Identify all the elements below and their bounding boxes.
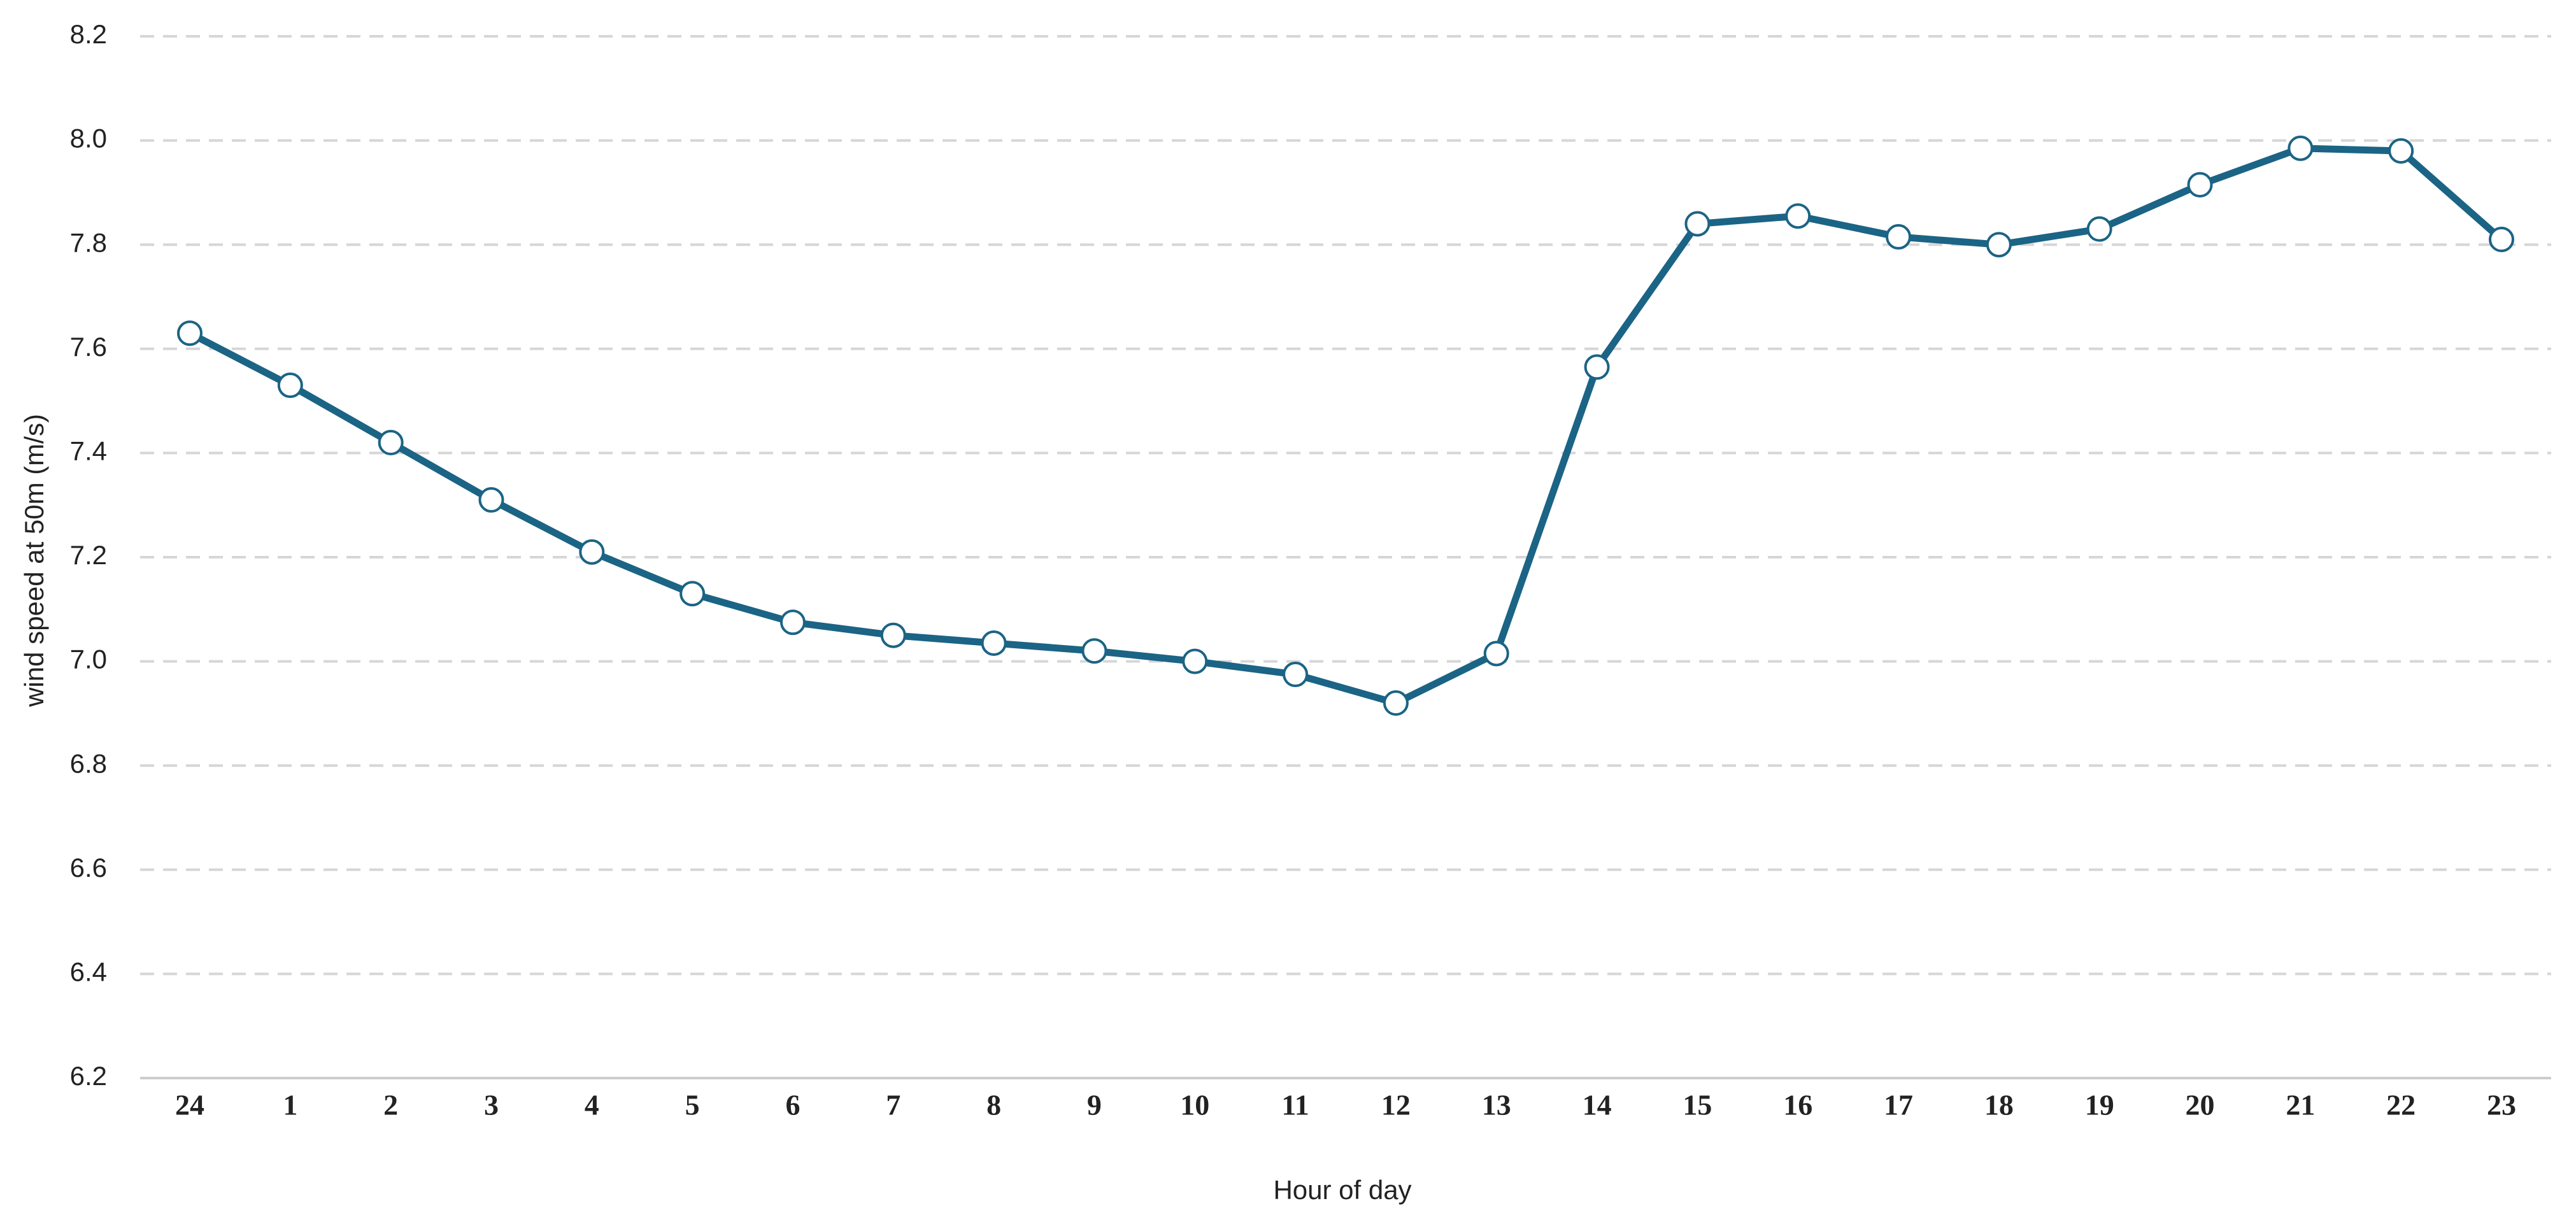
marker [2187, 172, 2213, 198]
y-tick-label: 6.6 [70, 853, 107, 883]
marker [680, 581, 706, 607]
marker [1081, 638, 1107, 664]
y-tick-label: 7.2 [70, 540, 107, 570]
marker [2288, 135, 2314, 161]
x-tick-label: 3 [484, 1089, 499, 1121]
marker [579, 539, 605, 565]
marker [1785, 203, 1811, 229]
x-tick-label: 13 [1482, 1089, 1511, 1121]
x-tick-label: 18 [1984, 1089, 2014, 1121]
marker [981, 630, 1007, 656]
x-tick-label: 16 [1783, 1089, 1812, 1121]
marker [779, 609, 806, 636]
x-tick-label: 17 [1884, 1089, 1913, 1121]
marker [177, 320, 203, 346]
x-tick-label: 10 [1180, 1089, 1209, 1121]
marker [1182, 648, 1208, 674]
x-tick-label: 14 [1583, 1089, 1612, 1121]
x-tick-label: 19 [2085, 1089, 2114, 1121]
marker [1886, 224, 1912, 250]
x-tick-label: 12 [1381, 1089, 1411, 1121]
marker [2086, 216, 2112, 242]
y-tick-label: 8.2 [70, 19, 107, 49]
marker [378, 430, 404, 456]
x-axis-label: Hour of day [1273, 1175, 1411, 1205]
marker [277, 373, 303, 399]
marker [880, 622, 906, 648]
y-tick-label: 7.4 [70, 436, 107, 465]
y-tick-label: 6.8 [70, 748, 107, 778]
y-tick-label: 6.2 [70, 1061, 107, 1091]
y-tick-label: 7.8 [70, 227, 107, 257]
y-tick-label: 7.6 [70, 332, 107, 362]
y-axis-label: wind speed at 50m (m/s) [19, 414, 49, 707]
x-tick-label: 6 [785, 1089, 800, 1121]
marker [1283, 662, 1309, 688]
x-tick-label: 2 [383, 1089, 398, 1121]
x-tick-label: 21 [2286, 1089, 2315, 1121]
x-tick-label: 8 [986, 1089, 1001, 1121]
x-tick-label: 7 [886, 1089, 900, 1121]
marker [2489, 227, 2514, 253]
x-tick-label: 4 [585, 1089, 599, 1121]
x-tick-label: 9 [1087, 1089, 1102, 1121]
marker [478, 487, 504, 513]
x-tick-label: 22 [2386, 1089, 2416, 1121]
marker [1383, 690, 1409, 716]
y-tick-label: 6.4 [70, 956, 107, 986]
x-tick-label: 5 [685, 1089, 700, 1121]
line [188, 145, 2504, 707]
marker [1483, 641, 1509, 667]
x-tick-label: 15 [1683, 1089, 1712, 1121]
x-tick-label: 24 [175, 1089, 204, 1121]
x-tick-label: 11 [1281, 1089, 1309, 1121]
marker [1684, 211, 1711, 237]
marker [1584, 354, 1610, 380]
x-tick-label: 23 [2487, 1089, 2516, 1121]
x-tick-label: 1 [283, 1089, 297, 1121]
y-tick-label: 7.0 [70, 644, 107, 674]
marker [2388, 138, 2414, 164]
marker [1986, 232, 2012, 258]
x-tick-label: 20 [2186, 1089, 2215, 1121]
y-tick-label: 8.0 [70, 124, 107, 153]
